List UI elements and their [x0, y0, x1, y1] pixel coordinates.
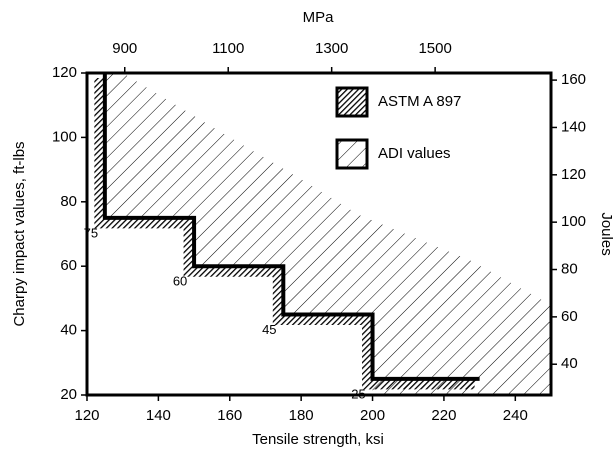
y2-tick-label: 120 [561, 166, 586, 183]
x2-tick-label: 900 [112, 40, 137, 57]
y-axis-title: Charpy impact values, ft-lbs [11, 141, 28, 326]
y2-axis-title: Joules [598, 212, 615, 255]
x2-tick-label: 1100 [212, 40, 244, 57]
step-label: 45 [262, 322, 276, 337]
y-tick-label: 120 [52, 64, 77, 81]
y2-tick-label: 80 [561, 260, 578, 277]
x2-tick-label: 1500 [418, 40, 451, 57]
astm-line [102, 73, 480, 381]
x-axis-title: Tensile strength, ksi [252, 431, 384, 448]
y-tick-label: 20 [60, 386, 77, 403]
astm-band [94, 78, 475, 390]
adi-region [104, 73, 551, 395]
plot-frame [85, 71, 553, 397]
x-tick-label: 160 [217, 407, 242, 424]
y2-tick-label: 100 [561, 213, 586, 230]
x-tick-label: 200 [360, 407, 385, 424]
x-tick-label: 220 [431, 407, 456, 424]
y-tick-label: 40 [60, 322, 77, 339]
y2-tick-label: 140 [561, 118, 586, 135]
y2-tick-label: 40 [561, 355, 578, 372]
x-tick-label: 240 [503, 407, 528, 424]
x-tick-label: 140 [146, 407, 171, 424]
x2-axis-title: MPa [303, 9, 335, 26]
x-tick-label: 180 [289, 407, 314, 424]
legend-label: ASTM A 897 [378, 93, 461, 110]
y2-tick-label: 60 [561, 308, 578, 325]
legend-label: ADI values [378, 145, 451, 162]
x-tick-label: 120 [74, 407, 99, 424]
y-tick-label: 60 [60, 257, 77, 274]
legend-swatch [335, 86, 369, 118]
x2-tick-label: 1300 [315, 40, 348, 57]
y-tick-label: 80 [60, 193, 77, 210]
y2-tick-label: 160 [561, 71, 586, 88]
legend-swatch [335, 138, 369, 170]
step-label: 60 [173, 274, 187, 289]
y-tick-label: 100 [52, 128, 77, 145]
